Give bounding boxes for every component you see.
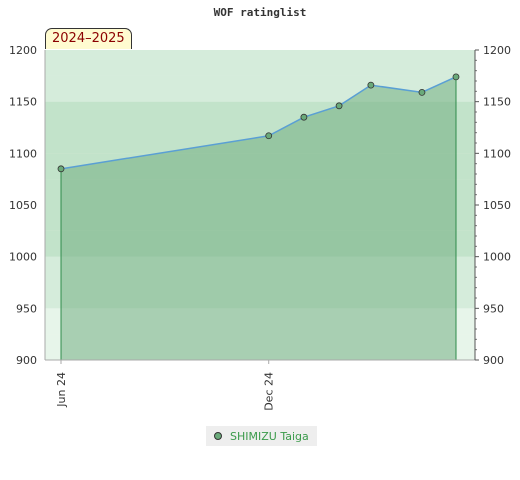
series-area <box>61 76 456 360</box>
x-axis: Jun 24 Dec 24 <box>55 360 276 411</box>
plot-area <box>57 73 460 360</box>
legend-label: SHIMIZU Taiga <box>230 429 309 443</box>
y-tick-label-right: 1100 <box>483 147 511 160</box>
y-tick-label-right: 1050 <box>483 199 511 212</box>
y-tick-label-left: 1100 <box>9 147 37 160</box>
legend[interactable]: SHIMIZU Taiga <box>206 426 317 446</box>
y-tick-label-left: 1050 <box>9 199 37 212</box>
y-tick-label-right: 1200 <box>483 44 511 57</box>
y-tick-label-right: 950 <box>483 302 504 315</box>
y-tick-label-right: 1000 <box>483 251 511 264</box>
x-tick-label: Jun 24 <box>55 372 68 408</box>
data-point <box>300 113 308 121</box>
legend-marker-icon <box>214 432 222 440</box>
y-tick-label-right: 1150 <box>483 96 511 109</box>
chart-title: WOF ratinglist <box>213 6 307 19</box>
y-tick-label-right: 900 <box>483 354 504 367</box>
data-point <box>418 88 426 96</box>
y-tick-label-left: 1150 <box>9 96 37 109</box>
y-tick-label-left: 950 <box>16 302 37 315</box>
data-point <box>57 165 65 173</box>
data-point <box>335 102 343 110</box>
period-badge: 2024–2025 <box>45 28 132 49</box>
background-band <box>45 50 475 76</box>
y-tick-label-left: 900 <box>16 354 37 367</box>
y-tick-label-left: 1000 <box>9 251 37 264</box>
data-point <box>452 73 460 81</box>
x-tick-label: Dec 24 <box>263 372 276 411</box>
y-tick-label-left: 1200 <box>9 44 37 57</box>
left-y-axis: 900 950 1000 1050 1100 1150 1200 <box>9 44 475 367</box>
data-point <box>265 132 273 140</box>
right-y-axis: 900 950 1000 1050 1100 1150 1200 <box>474 44 511 367</box>
data-point <box>367 81 375 89</box>
